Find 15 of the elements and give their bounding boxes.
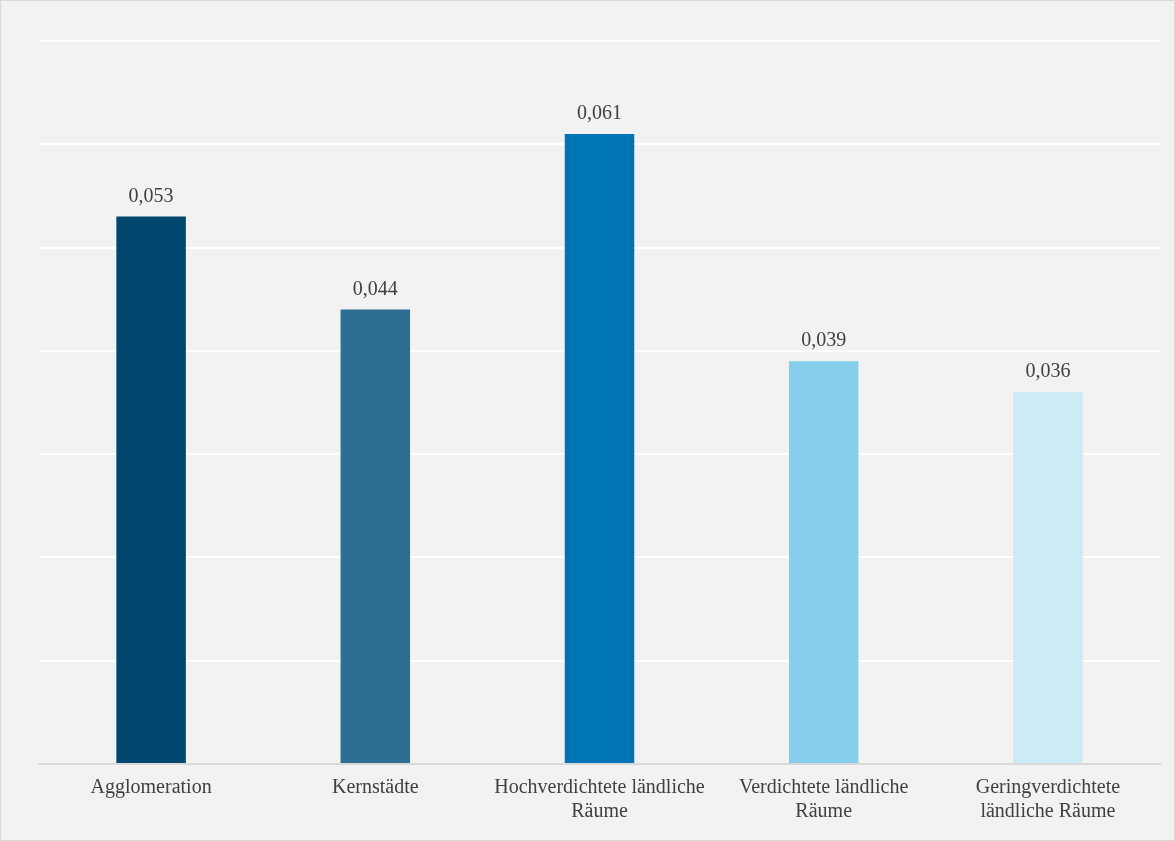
data-label: 0,036	[1025, 359, 1071, 382]
bar	[788, 361, 859, 763]
bar	[116, 216, 186, 763]
x-tick-label: Hochverdichtete ländliche Räume	[494, 775, 705, 822]
bar	[564, 133, 635, 763]
x-tick-label: Verdichtete ländliche Räume	[739, 775, 909, 822]
x-tick-label: Geringverdichtete ländliche Räume	[975, 775, 1121, 822]
x-tick-label: Kernstädte	[331, 775, 419, 798]
data-label: 0,039	[801, 328, 847, 351]
data-label: 0,044	[352, 276, 398, 299]
bar	[340, 309, 411, 763]
x-tick-label: Agglomeration	[90, 775, 212, 799]
data-label: 0,053	[128, 183, 174, 206]
data-label: 0,061	[577, 101, 622, 124]
bar	[1013, 392, 1083, 763]
